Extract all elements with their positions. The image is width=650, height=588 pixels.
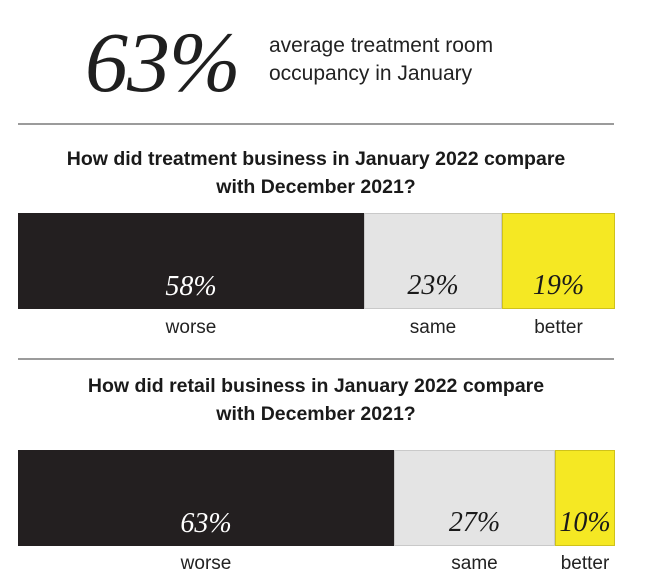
chart-2-stacked-bar: 63% 27% 10% [18,450,615,546]
chart-1-stacked-bar: 58% 23% 19% [18,213,615,309]
data-label-better: 10% [559,507,611,538]
data-label-worse: 63% [180,508,232,539]
chart-2-title-line1: How did retail business in January 2022 … [87,375,545,397]
bar-segment-same: 23% [364,213,502,309]
bar-segment-better: 19% [502,213,615,309]
headline-label-line1: average treatment room [269,34,494,57]
data-label-same: 27% [448,507,501,538]
data-label-better: 19% [532,270,585,301]
category-label-same: same [409,317,457,338]
chart-1-title: How did treatment business in January 20… [18,145,614,201]
divider-middle [18,358,614,360]
divider-top [18,123,614,125]
headline-label-line2: occupancy in January [269,62,473,85]
category-label-worse: worse [180,553,232,574]
bar-segment-worse: 63% [18,450,394,546]
chart-2-title-line2: with December 2021? [216,403,416,425]
headline-value: 63% [85,14,241,110]
chart-1-title-line2: with December 2021? [216,176,416,198]
headline-label: average treatment room occupancy in Janu… [269,32,589,88]
category-label-same: same [451,553,498,574]
bar-segment-worse: 58% [18,213,364,309]
category-label-better: better [534,317,583,338]
headline-stat: 63% average treatment room occupancy in … [85,12,625,112]
chart-1-title-line1: How did treatment business in January 20… [66,148,566,170]
data-label-worse: 58% [165,271,217,302]
bar-segment-better: 10% [555,450,615,546]
bar-segment-same: 27% [394,450,555,546]
data-label-same: 23% [407,270,459,301]
category-label-better: better [560,553,610,574]
chart-2-title: How did retail business in January 2022 … [18,372,614,428]
category-label-worse: worse [165,317,217,338]
